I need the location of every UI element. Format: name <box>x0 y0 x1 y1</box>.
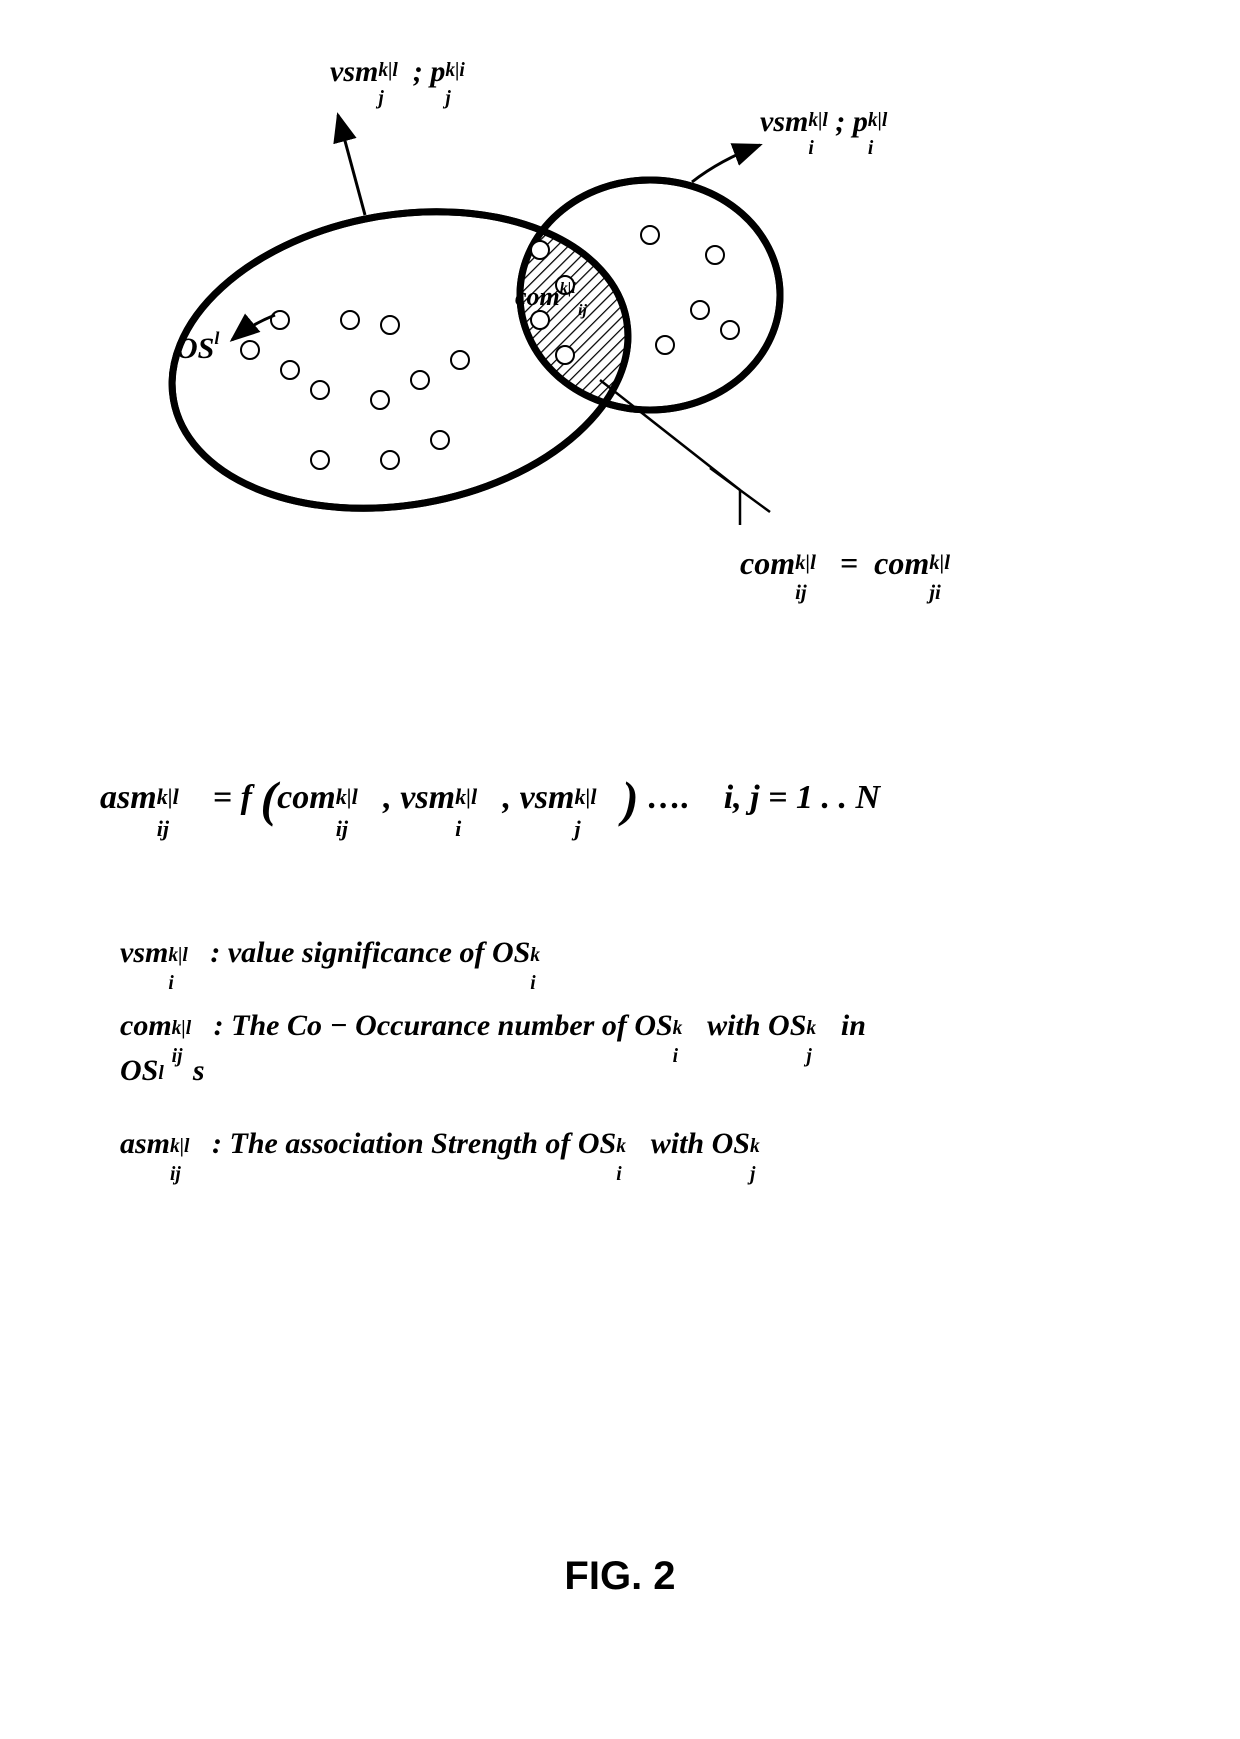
def-asm: asmk|lij: The association Strength of OS… <box>120 1121 1120 1166</box>
os-label: OSl <box>176 328 219 365</box>
top-right-label: vsmk|li; pk|li <box>760 105 895 139</box>
equation-condition: i, j = 1 . . N <box>724 779 880 816</box>
figure-label: FIG. 2 <box>0 1554 1240 1599</box>
main-asm-equation: asmk|lij = f (comk|lij, vsmk|li, vsmk|lj… <box>100 770 1180 828</box>
vsm-i-term: vsm <box>760 105 808 138</box>
left-label-arrow <box>338 115 365 215</box>
vsm-j-term: vsm <box>330 55 378 88</box>
left-set-dots <box>241 311 469 469</box>
right-label-arrow <box>692 145 760 182</box>
right-set-dots <box>641 226 739 354</box>
os-pointer-arrow <box>232 315 275 340</box>
top-left-label: vsmk|lj ; pk|ij <box>330 55 472 89</box>
def-com: comk|lij: The Co − Occurance number of O… <box>120 1003 1120 1093</box>
com-symmetry-equation: comk|lij = comk|lji <box>740 545 958 582</box>
venn-svg: comk|l ij OSl <box>120 60 1020 610</box>
def-vsm: vsmk|li: value significance of OSki <box>120 930 1120 975</box>
definitions-block: vsmk|li: value significance of OSki comk… <box>120 930 1120 1194</box>
svg-text:ij: ij <box>578 302 587 319</box>
venn-diagram-container: comk|l ij OSl <box>120 60 1020 610</box>
